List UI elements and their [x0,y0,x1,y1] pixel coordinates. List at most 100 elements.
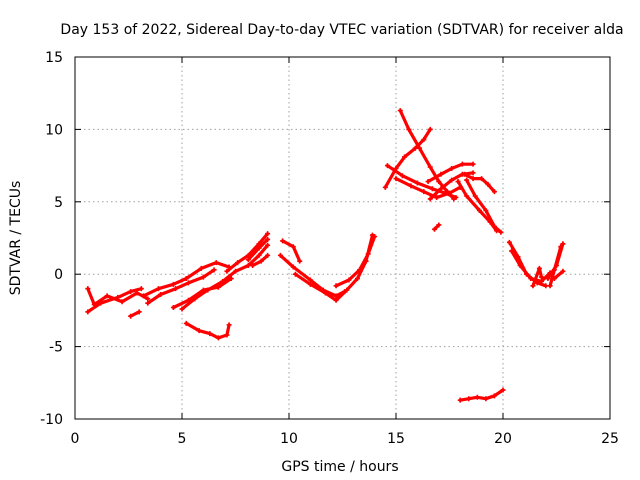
data-point [170,305,176,311]
data-point [449,177,455,183]
y-tick-label: 0 [54,267,63,283]
x-tick-label: 5 [178,431,187,447]
data-point [158,291,164,297]
data-point [256,252,262,258]
data-point [472,193,478,199]
data-point [382,184,388,190]
data-point [226,322,232,328]
data-point [466,396,472,402]
data-point [215,335,221,341]
data-point [464,177,470,183]
series-arc-11 [184,321,231,340]
data-point [119,299,125,305]
series-arc-26 [507,240,548,288]
data-point [485,181,491,187]
data-point [170,281,176,287]
data-point [196,328,202,334]
data-point [399,173,405,179]
data-point [333,283,339,289]
data-point [245,252,251,258]
data-point [250,263,256,269]
data-point [344,287,350,293]
data-point [256,245,262,251]
series-arc-2 [86,287,150,307]
data-point [479,176,485,182]
x-tick-labels: 0 5 10 15 20 25 [71,431,619,447]
data-point [470,170,476,176]
data-point [539,278,545,284]
data-point [560,268,566,274]
data-point [185,280,191,286]
chart-title: Day 153 of 2022, Sidereal Day-to-day VTE… [60,22,623,38]
data-point [536,265,542,271]
data-point [290,264,296,270]
x-axis-label: GPS time / hours [281,459,398,475]
data-point [408,183,414,189]
data-point [297,258,303,264]
data-point [145,300,151,306]
data-point [213,260,219,266]
data-point [470,161,476,167]
data-point [551,276,557,282]
data-point [265,231,271,237]
data-point [104,293,110,299]
data-point [393,176,399,182]
series-arc-13 [278,253,347,298]
data-point [333,293,339,299]
data-point [365,251,371,257]
axis-ticks [74,56,611,420]
data-point [200,274,206,280]
data-point [207,331,213,337]
data-point [517,263,523,269]
data-point [436,179,442,185]
data-point [509,248,515,254]
data-point [421,189,427,195]
data-point [140,293,146,299]
data-point [412,145,418,151]
data-point [85,286,91,292]
data-point [173,286,179,292]
data-point [307,277,313,283]
data-point [483,396,489,402]
series-arc-19 [394,177,462,200]
data-point [498,229,504,235]
data-point [307,281,313,287]
data-point [554,263,559,269]
data-point [136,309,142,315]
data-point [414,180,420,186]
data-point [425,179,431,185]
series-arc-7 [180,243,270,311]
data-point [322,290,328,296]
data-point [427,196,433,202]
data-point [211,267,217,273]
data-point [224,332,230,338]
data-point [265,252,271,258]
data-point [506,239,512,245]
data-point [91,302,97,308]
data-point [277,252,283,258]
data-point [228,276,234,282]
y-tick-label: 5 [54,195,63,211]
data-point [145,296,151,302]
data-point [491,223,497,229]
series-arc-31 [552,269,565,281]
data-point [128,313,134,319]
data-point [346,277,352,283]
data-point [457,397,463,403]
x-tick-label: 20 [494,431,512,447]
data-point [233,268,238,274]
data-point [539,274,545,280]
data-point [357,267,363,273]
data-point [429,186,435,192]
data-point [183,276,189,282]
data-point [434,194,440,200]
data-point [265,236,271,242]
series-arc-14 [293,233,375,302]
data-point [256,241,262,247]
data-point [491,393,497,399]
data-point [438,186,444,192]
data-point [128,289,134,295]
data-point [354,276,360,282]
data-point [464,193,470,199]
